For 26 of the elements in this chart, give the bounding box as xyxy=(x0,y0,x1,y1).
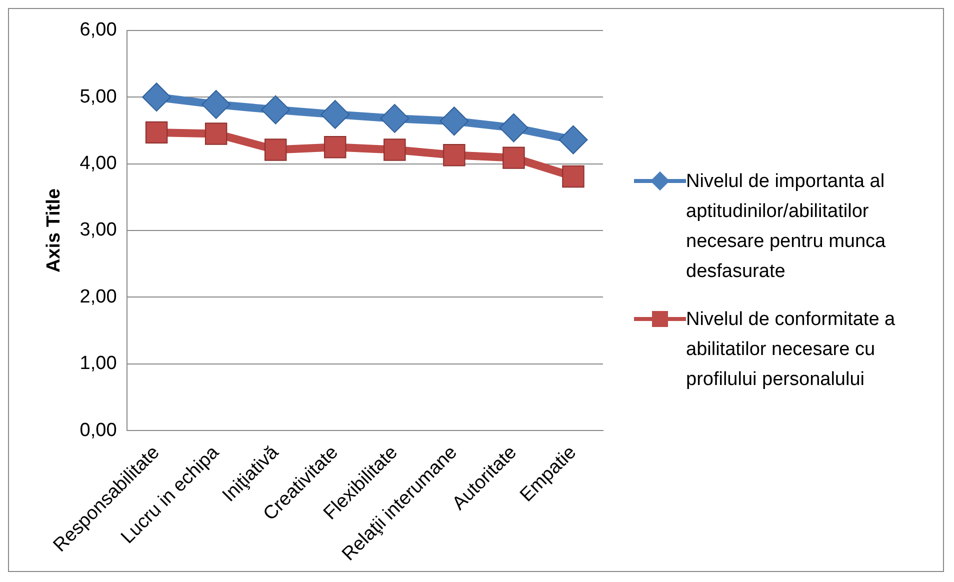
point xyxy=(261,95,290,124)
point xyxy=(384,138,406,161)
y-tick-label: 5,00 xyxy=(80,86,117,108)
point xyxy=(558,125,588,154)
y-axis-title: Axis Title xyxy=(44,188,65,273)
y-tick-label: 4,00 xyxy=(80,153,117,174)
point xyxy=(324,136,346,158)
point xyxy=(499,113,528,142)
legend-label: Nivelul de importanta al aptitudinilor/abilitatilor necesare pentru munca desfasurate xyxy=(686,170,887,284)
y-tick-label: 3,00 xyxy=(80,220,117,241)
point xyxy=(202,90,231,119)
point xyxy=(502,146,525,169)
y-tick-label: 0,00 xyxy=(80,420,117,441)
point xyxy=(443,144,466,166)
point xyxy=(380,104,410,133)
legend-label: Nivelul de conformitate a abilitatilor necesare cu profilului personalului xyxy=(686,308,896,392)
point xyxy=(204,122,228,145)
point xyxy=(145,121,168,144)
point xyxy=(264,138,287,161)
y-tick-label: 6,00 xyxy=(80,20,117,41)
y-tick-label: 1,00 xyxy=(80,353,117,374)
point xyxy=(320,100,350,129)
y-tick-label: 2,00 xyxy=(80,286,117,308)
point xyxy=(562,165,584,188)
point xyxy=(440,106,469,136)
point xyxy=(142,82,172,112)
